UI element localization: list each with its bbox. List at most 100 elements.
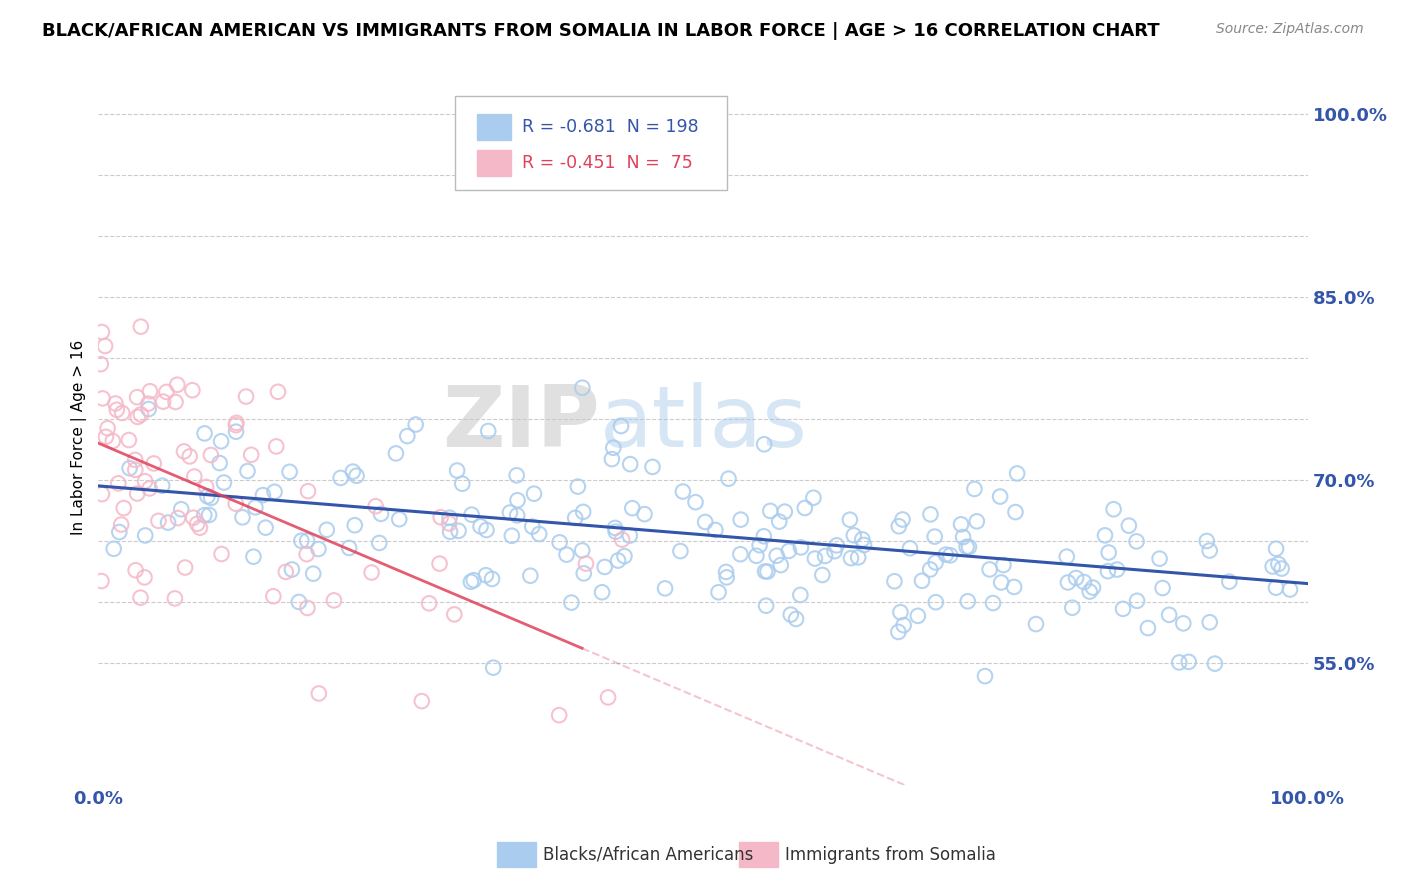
Point — [475, 523, 498, 537]
Point — [1177, 655, 1199, 669]
Point — [1168, 656, 1191, 670]
Point — [593, 560, 616, 574]
Point — [101, 434, 124, 448]
Point — [405, 417, 427, 432]
FancyBboxPatch shape — [456, 96, 727, 190]
Point — [364, 500, 387, 514]
Point — [979, 562, 1001, 576]
Point — [754, 565, 776, 579]
Point — [225, 416, 247, 430]
Point — [134, 475, 156, 489]
Point — [748, 538, 770, 552]
Point — [90, 574, 112, 588]
Point — [1057, 575, 1080, 590]
Point — [704, 523, 727, 537]
Point — [181, 383, 204, 397]
Point — [281, 562, 304, 576]
Point — [200, 448, 222, 462]
Point — [295, 533, 318, 548]
Point — [460, 508, 482, 522]
Point — [183, 469, 205, 483]
Point — [560, 596, 582, 610]
Point — [1098, 545, 1121, 559]
Point — [1025, 617, 1047, 632]
Text: R = -0.451  N =  75: R = -0.451 N = 75 — [522, 154, 692, 172]
Point — [907, 608, 929, 623]
Point — [633, 507, 655, 521]
Point — [134, 528, 156, 542]
Point — [889, 605, 911, 619]
Point — [127, 486, 149, 500]
Point — [993, 558, 1015, 572]
Point — [1094, 528, 1116, 542]
Point — [1125, 534, 1147, 549]
Point — [756, 565, 779, 579]
Point — [974, 669, 997, 683]
Point — [470, 519, 492, 533]
Point — [714, 565, 737, 579]
Point — [155, 384, 177, 399]
Point — [152, 394, 174, 409]
Point — [91, 487, 114, 501]
Point — [181, 510, 204, 524]
Point — [481, 572, 503, 586]
Point — [790, 541, 813, 555]
Point — [446, 464, 468, 478]
Point — [824, 544, 846, 558]
Point — [129, 591, 152, 605]
Point — [125, 390, 148, 404]
Point — [197, 489, 219, 503]
Point — [242, 549, 264, 564]
Point — [571, 381, 593, 395]
Point — [506, 493, 529, 508]
Text: Source: ZipAtlas.com: Source: ZipAtlas.com — [1216, 22, 1364, 37]
Point — [717, 472, 740, 486]
Point — [329, 471, 352, 485]
Point — [186, 516, 208, 531]
Point — [672, 484, 695, 499]
Point — [935, 548, 957, 562]
Point — [1107, 563, 1129, 577]
Point — [388, 512, 411, 526]
Bar — [477, 113, 510, 140]
Point — [803, 491, 825, 505]
Point — [793, 500, 815, 515]
Point — [439, 524, 461, 539]
Point — [825, 538, 848, 552]
Point — [564, 511, 586, 525]
Point — [619, 528, 641, 542]
Point — [411, 694, 433, 708]
Point — [571, 543, 593, 558]
Point — [138, 402, 160, 417]
Point — [785, 612, 807, 626]
Text: BLACK/AFRICAN AMERICAN VS IMMIGRANTS FROM SOMALIA IN LABOR FORCE | AGE > 16 CORR: BLACK/AFRICAN AMERICAN VS IMMIGRANTS FRO… — [42, 22, 1160, 40]
Point — [252, 488, 274, 502]
Point — [669, 544, 692, 558]
Point — [1218, 574, 1240, 589]
Point — [1081, 581, 1104, 595]
Point — [129, 319, 152, 334]
Point — [90, 325, 112, 339]
Point — [955, 540, 977, 554]
Point — [814, 549, 837, 563]
Point — [963, 482, 986, 496]
Point — [370, 507, 392, 521]
Text: atlas: atlas — [600, 382, 808, 465]
Point — [911, 574, 934, 588]
Bar — [498, 842, 536, 867]
Point — [209, 434, 232, 449]
Point — [506, 508, 529, 523]
Point — [572, 566, 595, 581]
Point — [846, 550, 869, 565]
Point — [429, 557, 451, 571]
Point — [952, 530, 974, 544]
Point — [447, 524, 470, 538]
Point — [619, 457, 641, 471]
Point — [129, 408, 152, 422]
Point — [195, 480, 218, 494]
Point — [124, 453, 146, 467]
Point — [460, 574, 482, 589]
Point — [342, 465, 364, 479]
Point — [142, 457, 165, 471]
Point — [920, 562, 942, 576]
